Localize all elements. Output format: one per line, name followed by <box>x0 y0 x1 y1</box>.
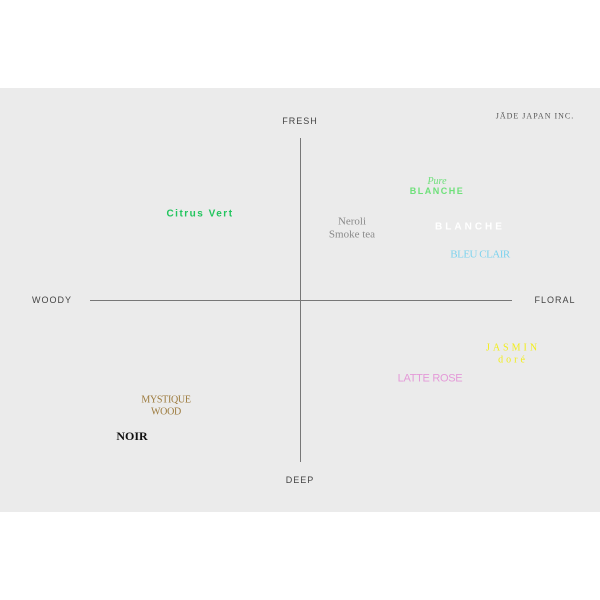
item-pure-blanche: Pure BLANCHE <box>410 176 465 196</box>
item-jasmin-dore: JASMIN doré <box>486 343 540 366</box>
axis-label-woody: WOODY <box>32 294 72 305</box>
horizontal-axis <box>90 300 512 301</box>
item-citrus-vert: Citrus Vert <box>166 208 234 220</box>
item-line-1: Neroli <box>337 215 367 228</box>
item-bleu-clair: BLEU CLAIR <box>450 248 510 261</box>
item-line-1: MYSTIQUE <box>141 394 191 406</box>
item-line-1: JASMIN <box>485 342 541 354</box>
item-neroli-smoke-tea: Neroli Smoke tea <box>329 215 375 240</box>
item-line-2: doré <box>498 354 528 365</box>
item-noir: NOIR <box>116 429 148 444</box>
item-latte-rose: LATTE ROSE <box>397 372 463 385</box>
item-line-2: WOOD <box>151 406 181 417</box>
axis-label-floral: FLORAL <box>534 294 576 305</box>
item-mystique-wood: MYSTIQUE WOOD <box>141 394 191 418</box>
item-blanche: BLANCHE <box>435 221 505 233</box>
brand-logo: JĀDE JAPAN INC. <box>495 111 575 121</box>
item-script: Pure <box>427 176 447 188</box>
item-line-1: BLANCHE <box>409 185 465 196</box>
axis-label-fresh: FRESH <box>282 115 318 126</box>
axis-label-deep: DEEP <box>285 474 315 485</box>
item-line-2: Smoke tea <box>328 228 376 240</box>
